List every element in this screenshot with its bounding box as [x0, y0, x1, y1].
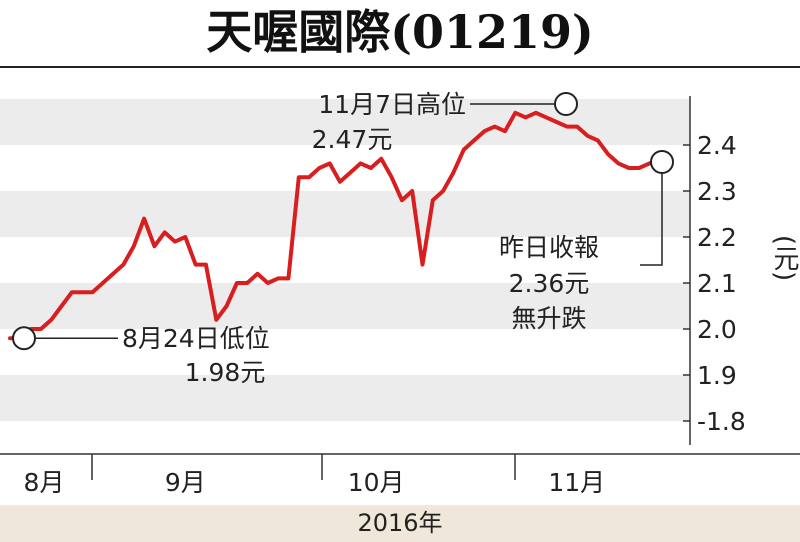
y-axis-ticks: 2.4 2.3 2.2 2.1 2.0 1.9 -1.8 — [683, 131, 746, 436]
y-tick-label: 2.4 — [697, 131, 737, 160]
month-label: 8月 — [24, 468, 65, 497]
y-tick-label: 2.2 — [697, 223, 737, 252]
low-point-marker — [12, 326, 36, 351]
low-annotation-label: 8月24日低位 — [122, 324, 270, 353]
close-annotation-label: 昨日收報 — [499, 233, 599, 262]
y-tick-label: 2.1 — [697, 269, 737, 298]
high-annotation-label: 11月7日高位 — [318, 90, 466, 119]
month-label: 10月 — [348, 468, 405, 497]
x-axis-months: 8月 9月 10月 11月 — [24, 454, 605, 497]
y-axis-unit-label: (元) — [769, 235, 799, 281]
low-annotation-value: 1.98元 — [185, 358, 266, 387]
price-line — [8, 110, 672, 341]
chart-area: 2.4 2.3 2.2 2.1 2.0 1.9 -1.8 (元) 8月 9月 10月 11月 8月… — [0, 66, 800, 497]
grid-band — [0, 191, 690, 237]
high-annotation-value: 2.47元 — [312, 125, 393, 154]
high-point-marker — [554, 92, 578, 116]
grid-band — [0, 375, 690, 421]
footer-year: 2016年 — [0, 505, 800, 542]
month-label: 11月 — [548, 468, 605, 497]
y-tick-label: -1.8 — [697, 407, 746, 436]
close-annotation-change: 無升跌 — [511, 304, 586, 333]
chart-title: 天喔國際(01219) — [206, 5, 594, 59]
close-point-marker — [650, 150, 674, 174]
grid-band — [0, 283, 690, 329]
annotation-leader — [640, 173, 663, 266]
y-tick-label: 2.0 — [697, 315, 737, 344]
month-label: 9月 — [165, 468, 206, 497]
close-annotation-value: 2.36元 — [509, 269, 590, 298]
y-tick-label: 1.9 — [697, 361, 737, 390]
y-tick-label: 2.3 — [697, 177, 737, 206]
